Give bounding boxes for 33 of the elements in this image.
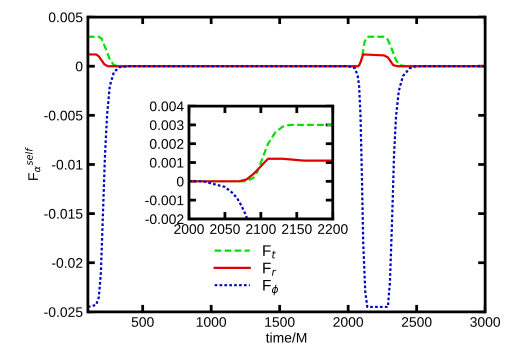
x-tick-label: 2150 <box>282 224 312 234</box>
x-tick-label: 1500 <box>265 317 295 327</box>
y-tick-label: -0.005 <box>44 110 82 121</box>
x-tick-label: 2500 <box>402 317 432 327</box>
y-axis-title: F$_{α}$$^{self}$ <box>25 147 40 180</box>
x-tick-label: 2200 <box>318 224 348 234</box>
y-tick-label: 0.005 <box>48 12 82 22</box>
y-tick-label: 0.004 <box>150 101 184 112</box>
y-tick-label: 0 <box>176 176 184 186</box>
legend-label: F$_{ϕ}$ <box>263 280 278 296</box>
y-tick-label: 0.003 <box>150 120 184 130</box>
x-tick-label: 2000 <box>333 317 364 327</box>
y-tick-label: -0.001 <box>145 195 184 206</box>
y-tick-label: 0.001 <box>150 158 184 168</box>
x-tick-label: 2000 <box>174 224 204 234</box>
y-tick-label: 0 <box>76 62 82 72</box>
x-axis-title: time/M <box>266 332 306 343</box>
y-tick-label: -0.02 <box>52 258 82 268</box>
y-tick-label: -0.01 <box>52 160 82 170</box>
x-tick-label: 500 <box>132 317 154 327</box>
line-series <box>188 158 333 182</box>
x-tick-label: 2050 <box>210 224 240 234</box>
line-series <box>88 65 486 308</box>
legend-label: F$_{t}$ <box>263 245 276 258</box>
y-tick-label: -0.025 <box>44 307 82 318</box>
legend-label: F$_{r}$ <box>263 262 276 276</box>
x-tick-label: 1000 <box>196 317 226 327</box>
y-tick-label: 0.002 <box>150 139 184 149</box>
x-tick-label: 2100 <box>246 224 276 234</box>
x-tick-label: 3000 <box>470 317 500 327</box>
y-tick-label: -0.002 <box>145 214 184 224</box>
y-tick-label: -0.015 <box>44 208 82 219</box>
line-series <box>188 180 248 219</box>
